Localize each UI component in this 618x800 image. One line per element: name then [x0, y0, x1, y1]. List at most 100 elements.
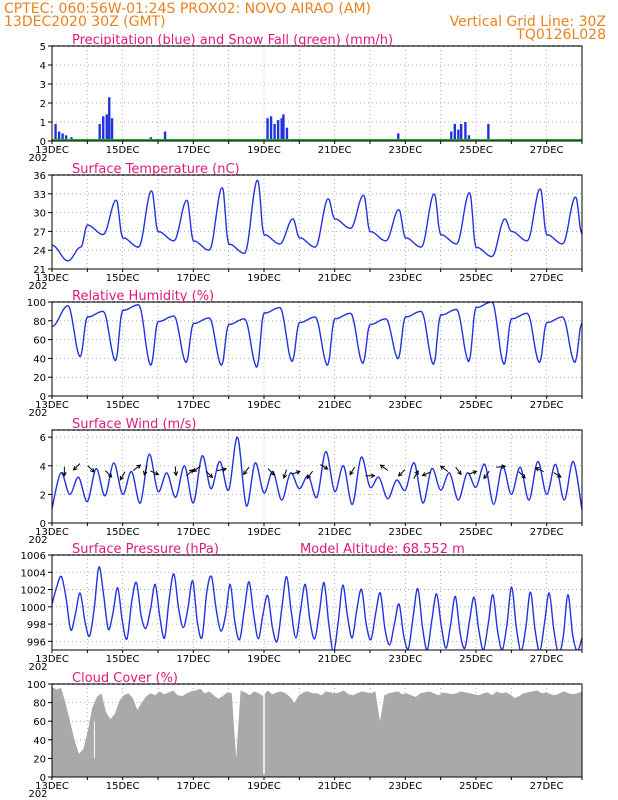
- wind-arrow-head: [534, 467, 540, 472]
- precip-bar: [467, 135, 471, 141]
- x-tick-label: 23DEC: [388, 145, 422, 156]
- x-year-label: 202: [28, 408, 47, 419]
- wind-arrow: [440, 465, 449, 472]
- y-tick-label: 40: [33, 736, 46, 747]
- precip-bar: [397, 133, 400, 141]
- wind-arrow: [192, 465, 201, 472]
- precip-bar: [464, 122, 467, 141]
- x-tick-label: 13DEC: [35, 527, 69, 538]
- x-tick-label: 25DEC: [459, 273, 493, 284]
- y-tick-label: 80: [33, 699, 46, 710]
- wind-arrow-head: [107, 472, 113, 478]
- wind-arrow: [174, 466, 177, 476]
- precip-bar: [459, 123, 463, 141]
- precip-bar: [102, 116, 105, 141]
- precip-bar: [105, 114, 108, 141]
- x-tick-label: 23DEC: [388, 400, 422, 411]
- wind-arrow-head: [270, 470, 275, 476]
- wind-arrow-head: [379, 464, 385, 469]
- wind-arrow: [496, 465, 506, 468]
- x-tick-label: 23DEC: [388, 527, 422, 538]
- y-tick-label: 0: [40, 392, 46, 403]
- precip-bar: [487, 123, 490, 141]
- grid-note: Vertical Grid Line: 30Z: [450, 14, 606, 30]
- x-tick-label: 19DEC: [247, 145, 281, 156]
- y-tick-label: 2: [40, 490, 46, 501]
- wind-arrow-head: [439, 465, 445, 470]
- wind-arrow: [413, 470, 419, 479]
- precip-bar: [266, 118, 269, 141]
- wind-arrow-head: [295, 470, 301, 475]
- precip-bar: [450, 131, 453, 141]
- y-tick-label: 1000: [21, 603, 46, 614]
- x-tick-label: 15DEC: [106, 273, 140, 284]
- wind-arrow: [518, 471, 526, 479]
- y-tick-label: 0: [40, 137, 46, 148]
- x-tick-label: 15DEC: [106, 527, 140, 538]
- y-tick-label: 40: [33, 354, 46, 365]
- wind-arrow: [143, 465, 148, 475]
- panel-title: Precipitation (blue) and Snow Fall (gree…: [72, 33, 393, 48]
- precip-bar: [282, 114, 285, 141]
- x-tick-label: 21DEC: [318, 654, 352, 665]
- x-tick-label: 27DEC: [530, 273, 564, 284]
- y-tick-label: 1: [40, 118, 46, 129]
- precip-bar: [61, 133, 64, 141]
- x-tick-label: 15DEC: [106, 400, 140, 411]
- y-tick-label: 4: [40, 61, 46, 72]
- y-tick-label: 6: [40, 433, 46, 444]
- x-tick-label: 21DEC: [318, 145, 352, 156]
- x-tick-label: 27DEC: [530, 527, 564, 538]
- panel-3-frame: [51, 301, 583, 397]
- wind-arrow-head: [349, 470, 354, 476]
- x-tick-label: 19DEC: [247, 781, 281, 792]
- x-tick-label: 25DEC: [459, 527, 493, 538]
- precip-bar: [276, 120, 280, 141]
- y-tick-label: 100: [27, 298, 46, 309]
- precip-bar: [457, 129, 460, 141]
- station-header: CPTEC: 060:56W-01:24S PROX02: NOVO AIRAO…: [4, 1, 371, 17]
- x-tick-label: 13DEC: [35, 273, 69, 284]
- wind-arrow-head: [421, 472, 427, 477]
- precip-bar: [98, 123, 101, 141]
- y-tick-label: 20: [33, 373, 46, 384]
- x-tick-label: 25DEC: [459, 654, 493, 665]
- x-tick-label: 23DEC: [388, 781, 422, 792]
- y-tick-label: 36: [33, 171, 46, 182]
- panel-subtitle: Model Altitude: 68.552 m: [300, 542, 465, 557]
- wind-arrow: [320, 464, 328, 470]
- wind-arrow-head: [556, 473, 562, 478]
- wind-arrow: [132, 464, 141, 471]
- x-tick-label: 13DEC: [35, 781, 69, 792]
- x-tick-label: 13DEC: [35, 400, 69, 411]
- precip-bar: [280, 118, 283, 141]
- wind-arrow: [380, 464, 389, 471]
- x-tick-label: 13DEC: [35, 145, 69, 156]
- wind-arrow-head: [521, 473, 526, 479]
- precip-bar: [110, 118, 114, 141]
- y-tick-label: 21: [33, 265, 46, 276]
- wind-arrow-head: [414, 470, 419, 475]
- y-tick-label: 1002: [21, 586, 46, 597]
- panel-1-frame: [51, 45, 583, 142]
- series-line: [52, 566, 582, 650]
- wind-arrow: [349, 466, 356, 475]
- panel-title: Cloud Cover (%): [72, 671, 178, 686]
- y-tick-label: 4: [40, 462, 46, 473]
- x-tick-label: 17DEC: [176, 654, 210, 665]
- wind-arrow-head: [90, 467, 95, 473]
- wind-arrow-head: [483, 474, 488, 480]
- wind-arrow-head: [282, 474, 288, 480]
- wind-arrow-head: [457, 470, 462, 476]
- x-tick-label: 27DEC: [530, 145, 564, 156]
- x-tick-label: 15DEC: [106, 654, 140, 665]
- panel-1-data: [52, 97, 582, 141]
- wind-arrow: [422, 471, 431, 477]
- wind-arrow: [205, 470, 213, 478]
- x-tick-label: 21DEC: [318, 527, 352, 538]
- wind-arrow-head: [142, 470, 148, 476]
- x-tick-label: 23DEC: [388, 273, 422, 284]
- x-tick-label: 23DEC: [388, 654, 422, 665]
- wind-arrow: [291, 470, 301, 475]
